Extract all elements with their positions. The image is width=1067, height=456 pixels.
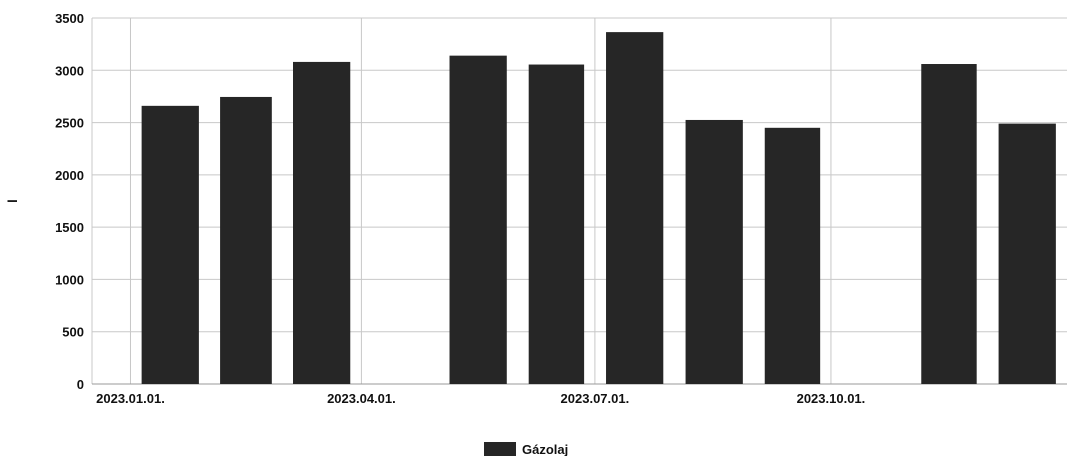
bar xyxy=(449,55,507,384)
bar xyxy=(921,64,977,385)
y-tick-label: 3500 xyxy=(55,11,84,26)
x-tick-label: 2023.07.01. xyxy=(561,391,630,406)
y-tick-label: 500 xyxy=(62,325,84,340)
x-tick-label: 2023.04.01. xyxy=(327,391,396,406)
legend-swatch xyxy=(484,442,516,456)
x-tick-label: 2023.01.01. xyxy=(96,391,165,406)
bar xyxy=(764,127,821,385)
legend-label: Gázolaj xyxy=(522,442,568,456)
x-tick-label: 2023.10.01. xyxy=(797,391,866,406)
y-axis-title: l xyxy=(5,199,20,203)
bar xyxy=(293,61,351,385)
y-tick-label: 1000 xyxy=(55,272,84,287)
bar xyxy=(141,105,199,384)
bar xyxy=(528,64,585,384)
bar xyxy=(685,119,743,384)
bars xyxy=(141,32,1056,385)
bar xyxy=(220,96,272,385)
x-axis-ticks: 2023.01.01. 2023.04.01. 2023.07.01. 2023.10… xyxy=(96,391,865,406)
y-tick-label: 2500 xyxy=(55,116,84,131)
legend: Gázolaj xyxy=(484,442,568,456)
y-tick-label: 2000 xyxy=(55,168,84,183)
y-tick-label: 0 xyxy=(77,377,84,392)
bar xyxy=(606,32,664,385)
y-tick-label: 3000 xyxy=(55,63,84,78)
y-tick-label: 1500 xyxy=(55,220,84,235)
bar xyxy=(998,123,1056,385)
y-axis-ticks: 0 500 1000 1500 2000 2500 3000 3500 xyxy=(55,11,84,392)
